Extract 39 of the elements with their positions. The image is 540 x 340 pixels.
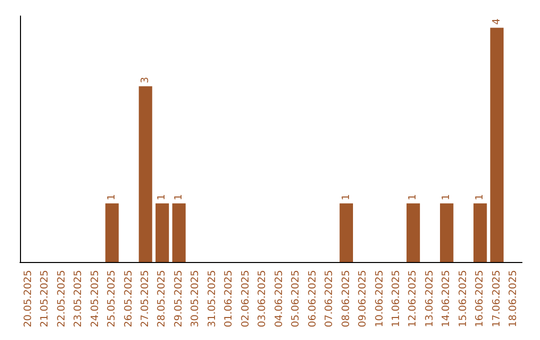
x-tick-label: 07.06.2025 [324, 270, 336, 328]
x-tick-label: 24.05.2025 [90, 270, 101, 328]
x-tick-label: 17.06.2025 [491, 270, 502, 328]
x-tick-label: 09.06.2025 [358, 270, 369, 328]
x-tick-label: 22.05.2025 [56, 270, 68, 328]
data-label: 1 [340, 194, 352, 200]
data-label: 1 [441, 194, 452, 200]
x-tick-label: 27.05.2025 [140, 270, 151, 328]
x-tick-label: 06.06.2025 [307, 270, 318, 328]
x-tick-label: 12.06.2025 [408, 270, 419, 328]
data-label: 1 [173, 194, 184, 200]
x-tick-label: 23.05.2025 [73, 270, 84, 328]
x-tick-label: 02.06.2025 [240, 270, 252, 328]
x-tick-label: 28.05.2025 [156, 270, 168, 328]
x-tick-label: 26.05.2025 [123, 270, 134, 328]
data-label: 1 [156, 194, 168, 200]
data-label: 1 [474, 194, 486, 200]
x-tick-label: 01.06.2025 [224, 270, 235, 328]
x-tick-label: 21.05.2025 [40, 270, 51, 328]
data-label: 3 [140, 76, 151, 84]
data-label: 4 [491, 18, 502, 25]
x-tick-label: 04.06.2025 [274, 270, 285, 328]
x-tick-label: 05.06.2025 [290, 270, 302, 328]
data-label: 1 [408, 194, 419, 200]
x-tick-label: 30.05.2025 [190, 270, 202, 328]
x-tick-label: 11.06.2025 [391, 270, 402, 328]
x-tick-label: 25.05.2025 [106, 270, 118, 328]
x-tick-label: 08.06.2025 [340, 270, 352, 328]
data-label: 1 [106, 194, 118, 200]
x-tick-label: 14.06.2025 [441, 270, 452, 328]
x-tick-label: 16.06.2025 [474, 270, 486, 328]
x-tick-label: 10.06.2025 [374, 270, 386, 328]
x-tick-label: 15.06.2025 [458, 270, 469, 328]
x-tick-label: 20.05.2025 [22, 270, 34, 328]
x-tick-label: 13.06.2025 [424, 270, 436, 328]
x-tick-label: 31.05.2025 [206, 270, 218, 328]
x-tick-label: 03.06.2025 [257, 270, 268, 328]
x-tick-label: 29.05.2025 [173, 270, 184, 328]
x-tick-label: 18.06.2025 [508, 270, 520, 328]
